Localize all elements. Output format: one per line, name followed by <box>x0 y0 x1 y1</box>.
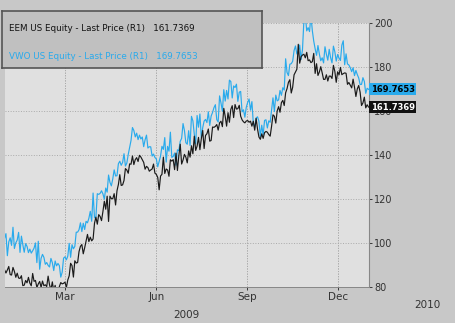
Text: 2009: 2009 <box>173 310 200 320</box>
Text: 169.7653: 169.7653 <box>371 85 415 94</box>
Text: VWO US Equity - Last Price (R1)   169.7653: VWO US Equity - Last Price (R1) 169.7653 <box>9 52 197 61</box>
Text: 2010: 2010 <box>415 300 441 310</box>
Text: EEM US Equity - Last Price (R1)   161.7369: EEM US Equity - Last Price (R1) 161.7369 <box>9 24 194 33</box>
Text: 161.7369: 161.7369 <box>371 103 415 111</box>
